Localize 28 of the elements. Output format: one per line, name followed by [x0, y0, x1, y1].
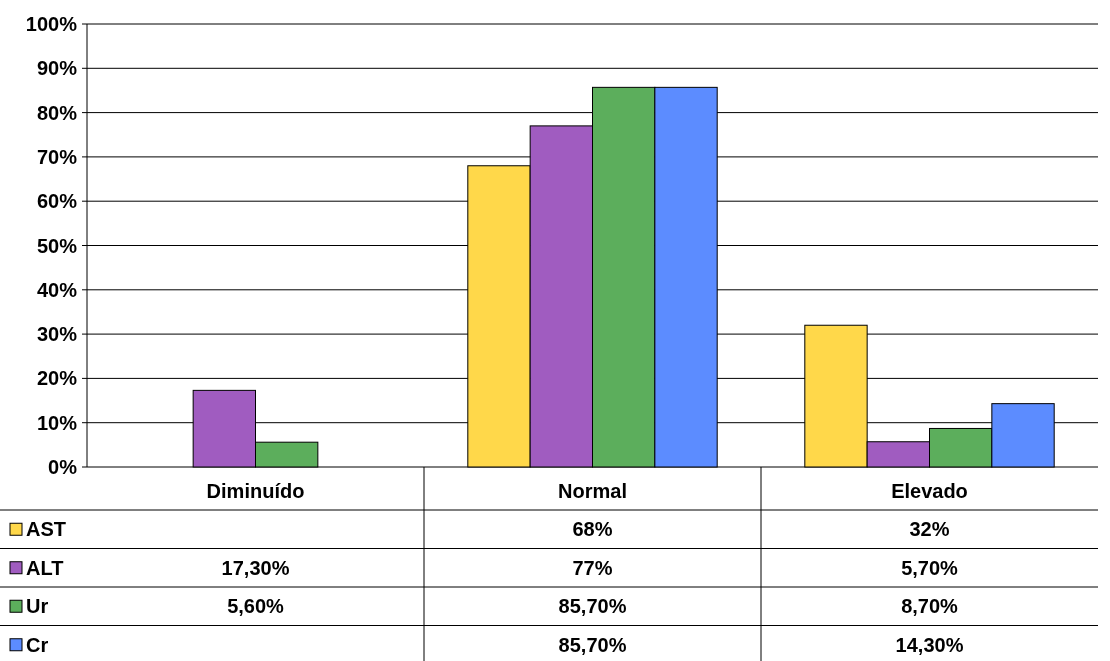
x-tick-label: Elevado — [891, 480, 968, 502]
y-tick-label: 80% — [36, 101, 78, 124]
y-tick-label: 70% — [36, 145, 78, 168]
data-label: 85,70% — [558, 595, 627, 618]
data-label: 8,70% — [901, 595, 959, 618]
data-label: 85,70% — [558, 633, 627, 656]
y-tick-label: 60% — [36, 190, 78, 213]
data-label: 14,30% — [895, 633, 964, 656]
legend-label: Ur — [26, 595, 49, 618]
data-label: 17,30% — [221, 556, 290, 579]
x-tick-label: Normal — [558, 480, 627, 502]
x-tick-label: Diminuído — [206, 480, 305, 502]
data-label: 32% — [909, 518, 950, 541]
data-label: 5,70% — [901, 556, 959, 579]
y-tick-label: 30% — [36, 323, 78, 346]
data-label: 5,60% — [227, 595, 285, 618]
y-tick-label: 40% — [36, 278, 78, 301]
y-tick-label: 10% — [36, 411, 78, 434]
legend-label: Cr — [26, 633, 49, 656]
y-tick-label: 90% — [36, 57, 78, 80]
y-tick-label: 0% — [48, 456, 78, 478]
y-tick-label: 50% — [36, 234, 78, 257]
data-label: 68% — [572, 518, 613, 541]
legend-label: ALT — [26, 556, 64, 579]
data-label: 77% — [572, 556, 613, 579]
legend-label: AST — [26, 518, 66, 541]
y-tick-label: 20% — [36, 367, 78, 390]
y-tick-label: 100% — [25, 13, 78, 35]
